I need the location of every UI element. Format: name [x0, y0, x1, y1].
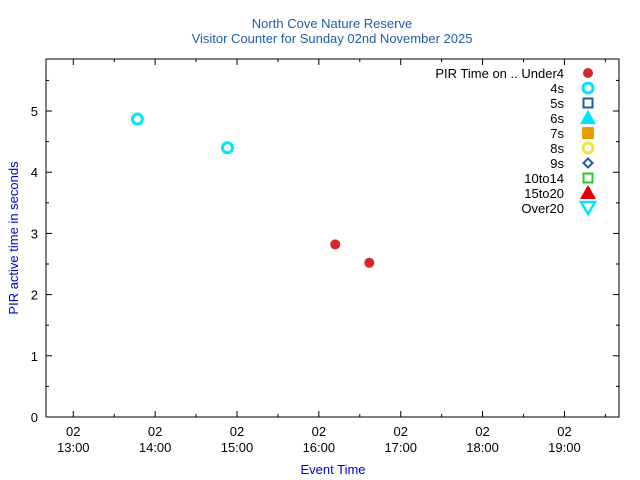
legend-marker	[582, 97, 594, 109]
legend-label: 10to14	[524, 171, 564, 186]
x-tick-label-time: 17:00	[384, 440, 417, 455]
x-axis: 0213:000214:000215:000216:000217:000218:…	[57, 59, 606, 455]
y-tick-label: 0	[31, 410, 38, 425]
legend-label: 6s	[550, 111, 564, 126]
legend-label: 5s	[550, 96, 564, 111]
x-axis-title: Event Time	[300, 462, 365, 477]
x-tick-label-time: 16:00	[303, 440, 336, 455]
legend: PIR Time on .. Under44s5s6s7s8s9s10to141…	[435, 66, 598, 217]
x-tick-label-day: 02	[148, 424, 162, 439]
legend-series-name: Under4	[518, 66, 564, 81]
chart-title: North Cove Nature Reserve	[252, 16, 412, 31]
legend-label: 8s	[550, 141, 564, 156]
data-point	[330, 239, 341, 250]
legend-marker	[583, 68, 593, 78]
legend-title: PIR Time on ..	[435, 66, 517, 81]
legend-label: 4s	[550, 81, 564, 96]
x-tick-label-time: 19:00	[548, 440, 581, 455]
legend-label: Over20	[521, 201, 564, 216]
legend-marker	[580, 110, 596, 124]
legend-label: PIR Time on .. Under4	[435, 66, 564, 81]
legend-marker	[582, 157, 594, 169]
y-axis-title: PIR active time in seconds	[6, 161, 21, 315]
chart-subtitle: Visitor Counter for Sunday 02nd November…	[192, 31, 473, 46]
legend-marker	[582, 172, 594, 184]
x-tick-label-day: 02	[475, 424, 489, 439]
legend-marker	[581, 141, 595, 155]
x-tick-label-time: 14:00	[139, 440, 172, 455]
legend-marker	[580, 185, 596, 199]
legend-marker	[582, 127, 594, 139]
legend-marker	[581, 81, 595, 95]
plot-frame	[45, 58, 620, 418]
legend-marker	[578, 200, 598, 217]
data-points	[130, 112, 375, 268]
x-tick-label-time: 18:00	[466, 440, 499, 455]
y-axis: 0 1 2 3 4 5	[31, 79, 619, 425]
y-tick-label: 2	[31, 288, 38, 303]
y-tick-label: 3	[31, 226, 38, 241]
x-tick-label-time: 13:00	[57, 440, 90, 455]
x-tick-label-day: 02	[393, 424, 407, 439]
x-tick-label-time: 15:00	[221, 440, 254, 455]
x-tick-label-day: 02	[312, 424, 326, 439]
data-point	[364, 257, 375, 268]
x-tick-label-day: 02	[557, 424, 571, 439]
x-tick-label-day: 02	[66, 424, 80, 439]
x-tick-label-day: 02	[230, 424, 244, 439]
legend-label: 9s	[550, 156, 564, 171]
y-tick-label: 4	[31, 165, 38, 180]
y-tick-label: 5	[31, 104, 38, 119]
legend-label: 7s	[550, 126, 564, 141]
legend-label: 15to20	[524, 186, 564, 201]
y-tick-label: 1	[31, 349, 38, 364]
data-point	[130, 112, 144, 126]
data-point	[220, 141, 234, 155]
